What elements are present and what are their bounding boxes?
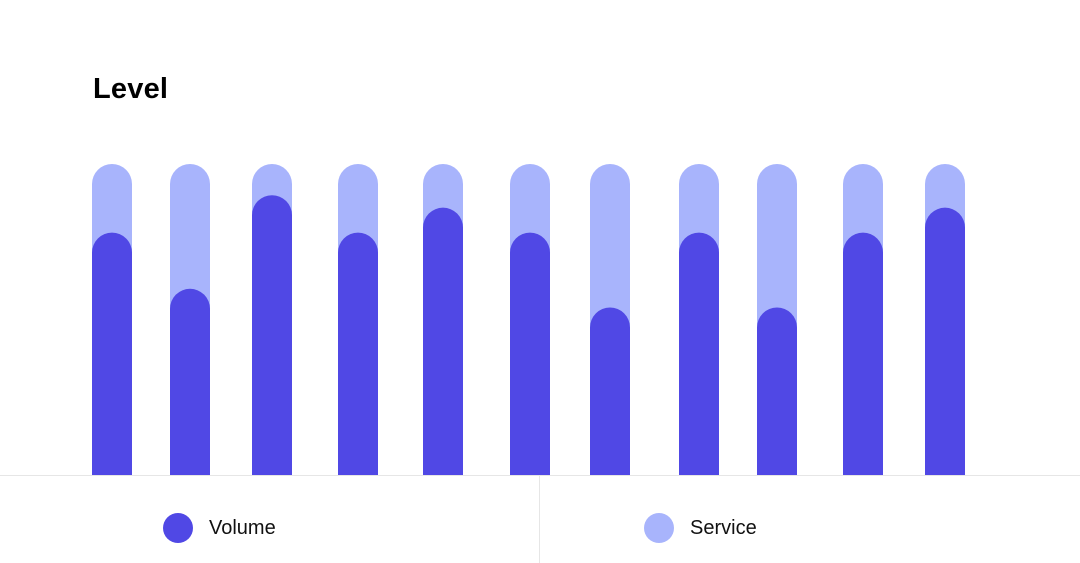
bar-volume <box>843 232 883 476</box>
bar-volume <box>510 232 550 476</box>
legend-label-service: Service <box>690 517 757 539</box>
legend-label-volume: Volume <box>209 517 276 539</box>
bar-volume <box>423 207 463 476</box>
chart-title: Level <box>93 73 169 105</box>
legend: Volume Service <box>0 476 1080 563</box>
bar-volume <box>925 207 965 476</box>
bar-volume <box>252 195 292 476</box>
x-axis-line <box>0 475 1080 476</box>
bar-volume <box>92 232 132 476</box>
bar-volume <box>679 232 719 476</box>
legend-item-volume[interactable]: Volume <box>0 476 540 563</box>
bar-volume <box>590 307 630 476</box>
bar-chart <box>92 164 965 476</box>
legend-swatch-service <box>644 513 674 543</box>
bar-volume <box>338 232 378 476</box>
legend-item-service[interactable]: Service <box>540 476 1080 563</box>
bar-volume <box>757 307 797 476</box>
bar-volume <box>170 288 210 476</box>
legend-swatch-volume <box>163 513 193 543</box>
